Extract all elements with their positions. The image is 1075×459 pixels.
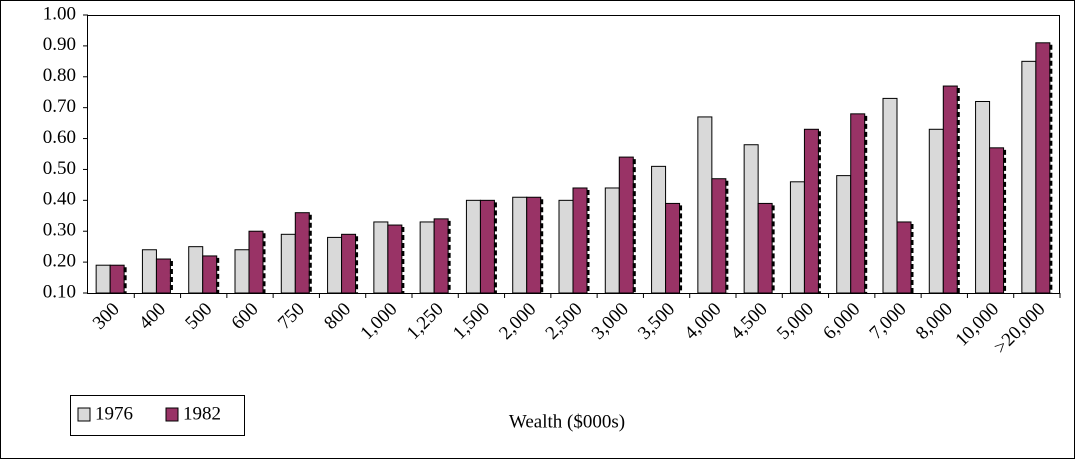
bar	[327, 236, 343, 294]
bar	[294, 212, 310, 294]
y-tick-label: 0.20	[43, 250, 76, 271]
bar	[789, 181, 805, 294]
bar	[803, 128, 819, 294]
bar	[989, 147, 1005, 294]
y-tick-label: 1.00	[43, 3, 76, 24]
bar	[526, 196, 542, 294]
bar	[419, 221, 435, 294]
bar	[141, 249, 157, 294]
bar	[188, 246, 204, 294]
y-tick-label: 0.80	[43, 65, 76, 86]
bar	[757, 202, 773, 294]
y-tick-label: 0.10	[43, 281, 76, 302]
y-tick-label: 0.50	[43, 158, 76, 179]
y-tick-label: 0.40	[43, 189, 76, 210]
bar	[341, 233, 357, 294]
bar	[433, 218, 449, 294]
bar	[618, 156, 634, 294]
bar	[604, 187, 620, 294]
bar	[558, 199, 574, 294]
bar	[1035, 42, 1051, 294]
bar	[665, 202, 681, 294]
legend-swatch	[165, 407, 179, 422]
y-tick-label: 0.30	[43, 220, 76, 241]
legend-label: 1982	[183, 403, 221, 424]
bar	[155, 258, 171, 294]
bar	[896, 221, 912, 294]
legend-swatch	[77, 407, 91, 422]
bar	[1021, 60, 1037, 294]
bar	[942, 85, 958, 294]
bar	[465, 199, 481, 294]
bar	[882, 97, 898, 294]
legend-label: 1976	[95, 403, 133, 424]
y-tick-label: 0.70	[43, 96, 76, 117]
x-axis-title: Wealth ($000s)	[509, 411, 625, 432]
bar	[711, 178, 727, 294]
bar	[850, 113, 866, 294]
bar	[248, 230, 264, 294]
bar	[479, 199, 495, 294]
bar	[202, 255, 218, 294]
y-tick-label: 0.60	[43, 127, 76, 148]
bar	[836, 175, 852, 294]
bar	[280, 233, 296, 294]
bar	[512, 196, 528, 294]
bar	[743, 144, 759, 294]
bar	[697, 116, 713, 294]
y-tick-label: 0.90	[43, 34, 76, 55]
bar	[572, 187, 588, 294]
bar	[373, 221, 389, 294]
legend-box	[70, 395, 245, 436]
bar	[928, 128, 944, 294]
bar	[109, 264, 125, 294]
bar	[651, 165, 667, 294]
bar	[95, 264, 111, 294]
bar	[975, 100, 991, 294]
bar	[387, 224, 403, 294]
bar	[234, 249, 250, 294]
